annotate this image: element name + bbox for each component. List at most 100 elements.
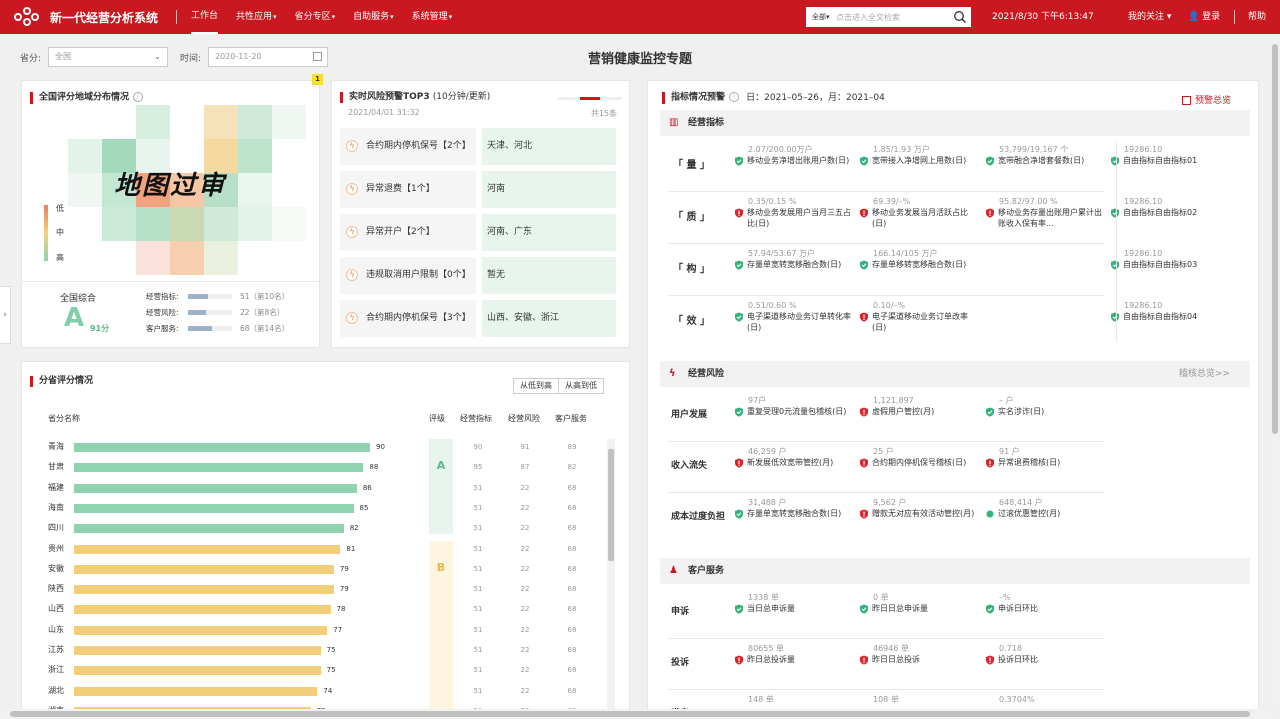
table-row[interactable]: 海南 85 51 22 68	[48, 501, 628, 515]
map-region-cell[interactable]	[170, 105, 204, 139]
page-vertical-scrollbar[interactable]	[1270, 34, 1280, 709]
risk-row[interactable]: ϟ 合约期内停机保号【2个】 天津、河北	[340, 128, 618, 165]
indicator-cell[interactable]: 1.85/1.93 万户 宽带接入净增网上用数(日)	[859, 144, 979, 166]
map-region-cell[interactable]	[136, 173, 170, 207]
map-region-cell[interactable]	[102, 173, 136, 207]
map-region-cell[interactable]	[272, 105, 306, 139]
province-select[interactable]: 全国 ⌄	[48, 47, 168, 67]
map-region-cell[interactable]	[170, 241, 204, 275]
indicator-cell[interactable]: 1,121,897 虚假用户管控(月)	[859, 395, 979, 417]
section-link[interactable]: 稽核总览>>	[1178, 369, 1230, 379]
table-row[interactable]: 安徽 79 51 22 68	[48, 562, 628, 576]
info-icon[interactable]: i	[133, 92, 144, 102]
map-region-cell[interactable]	[204, 139, 238, 173]
risk-row[interactable]: ϟ 异常退费【1个】 河南	[340, 171, 618, 208]
table-scrollbar[interactable]	[607, 439, 615, 719]
sort-desc-button[interactable]: 从高到低	[559, 378, 604, 394]
search-scope-select[interactable]: 全部▾	[812, 13, 830, 21]
nav-item-2[interactable]: 省分专区▾	[295, 0, 336, 34]
indicator-cell[interactable]: –% 申诉日环比	[985, 592, 1105, 614]
map-region-cell[interactable]	[136, 105, 170, 139]
indicator-cell[interactable]: 166.14/105 万户 存量单移转宽移融合数(日)	[859, 248, 979, 270]
map-region-cell[interactable]	[102, 139, 136, 173]
indicator-cell[interactable]: 2.07/200.00万户 移动业务净增出账用户数(日)	[734, 144, 854, 166]
indicator-cell[interactable]: 1338 单当日总申诉量	[734, 592, 854, 614]
indicator-cell[interactable]: 31,488 户存量单宽转宽移融合数(日)	[734, 497, 854, 519]
map-region-cell[interactable]	[204, 207, 238, 241]
unicom-logo-icon[interactable]	[14, 7, 40, 27]
search-box[interactable]: 全部▾ 点击进入全文检索	[806, 7, 971, 27]
indicator-cell[interactable]: 0 单昨日日总申诉量	[859, 592, 979, 614]
indicator-cell[interactable]: 69.39/–% 移动业务发展当月活跃占比(日)	[859, 196, 979, 229]
nav-item-3[interactable]: 自助服务▾	[353, 0, 394, 34]
sort-asc-button[interactable]: 从低到高	[513, 378, 559, 394]
nav-item-0[interactable]: 工作台	[191, 0, 219, 34]
indicator-cell[interactable]: 57.94/53.67 万户 存量单宽转宽移融合数(日)	[734, 248, 854, 270]
indicator-cell[interactable]: 0.3704%	[985, 694, 1105, 705]
nav-item-1[interactable]: 共性应用▾	[236, 0, 277, 34]
risk-row[interactable]: ϟ 违规取消用户限制【0个】 暂无	[340, 257, 618, 294]
risk-row[interactable]: ϟ 合约期内停机保号【3个】 山西、安徽、浙江	[340, 300, 618, 337]
map-region-cell[interactable]	[136, 241, 170, 275]
map-region-cell[interactable]	[204, 173, 238, 207]
map-region-cell[interactable]	[272, 139, 306, 173]
indicator-cell[interactable]: 91 户异常退费稽核(日)	[985, 446, 1105, 468]
indicator-cell[interactable]: 19286.10 自由指标自由指标04	[1110, 300, 1230, 322]
warning-overview-link[interactable]: 预警总览	[1182, 93, 1231, 106]
table-row[interactable]: 江苏 75 51 22 68	[48, 643, 628, 657]
indicator-cell[interactable]: 0.10/–% 电子渠道移动业务订单改率(日)	[859, 300, 979, 333]
table-row[interactable]: 甘肃 88 95 87 82	[48, 460, 628, 474]
page-horizontal-scrollbar[interactable]	[0, 709, 1270, 719]
map-region-cell[interactable]	[204, 241, 238, 275]
table-row[interactable]: 福建 86 51 22 68	[48, 481, 628, 495]
map-region-cell[interactable]	[272, 173, 306, 207]
map-region-cell[interactable]	[170, 139, 204, 173]
indicator-cell[interactable]: 648,414 户过滚优惠管控(月)	[985, 497, 1105, 519]
help-link[interactable]: 帮助	[1248, 12, 1267, 22]
table-row[interactable]: 湖北 74 51 22 68	[48, 684, 628, 698]
map-region-cell[interactable]	[238, 207, 272, 241]
login-link[interactable]: 👤 登录	[1188, 12, 1221, 22]
info-icon[interactable]: i	[729, 92, 740, 102]
indicator-cell[interactable]: 46946 单昨日日总投诉	[859, 643, 979, 665]
indicator-cell[interactable]: 108 单	[859, 694, 979, 705]
map-region-cell[interactable]	[238, 105, 272, 139]
indicator-cell[interactable]: 0.35/0.15 % 移动业务发展用户当月三五占比(日)	[734, 196, 854, 229]
indicator-cell[interactable]: 95.82/97.00 % 移动业务存量出账用户累计出账收入保有率...	[985, 196, 1105, 229]
map-region-cell[interactable]	[68, 173, 102, 207]
indicator-cell[interactable]: 9,562 户赠款无对应有效活动管控(月)	[859, 497, 979, 519]
indicator-cell[interactable]: 25 户合约期内停机保号稽核(日)	[859, 446, 979, 468]
map-region-cell[interactable]	[272, 207, 306, 241]
map-region-cell[interactable]	[238, 139, 272, 173]
indicator-cell[interactable]: 19286.10 自由指标自由指标03	[1110, 248, 1230, 270]
map-region-cell[interactable]	[136, 139, 170, 173]
map-heatmap[interactable]	[68, 105, 308, 275]
map-region-cell[interactable]	[102, 241, 136, 275]
indicator-cell[interactable]: 0.51/0.60 % 电子渠道移动业务订单转化率(日)	[734, 300, 854, 333]
table-row[interactable]: 青海 90 90 91 89	[48, 440, 628, 454]
nav-item-4[interactable]: 系统管理▾	[412, 0, 453, 34]
indicator-cell[interactable]: 53,799/19,167 个宽带融合净增套餐数(日)	[985, 144, 1105, 166]
table-row[interactable]: 浙江 75 51 22 68	[48, 663, 628, 677]
indicator-cell[interactable]: 46,259 户新发展低效宽带管控(月)	[734, 446, 854, 468]
map-region-cell[interactable]	[204, 105, 238, 139]
indicator-cell[interactable]: 19286.10 自由指标自由指标02	[1110, 196, 1230, 218]
indicator-cell[interactable]: 19286.10 自由指标自由指标01	[1110, 144, 1230, 166]
map-region-cell[interactable]	[170, 173, 204, 207]
map-region-cell[interactable]	[102, 105, 136, 139]
map-region-cell[interactable]	[68, 139, 102, 173]
date-picker[interactable]: 2020-11-20	[208, 47, 328, 67]
indicator-cell[interactable]: 80655 单昨日总投诉量	[734, 643, 854, 665]
risk-row[interactable]: ϟ 异常开户【2个】 河南、广东	[340, 214, 618, 251]
indicator-cell[interactable]: 148 单	[734, 694, 854, 705]
indicator-cell[interactable]: 0.718 投诉日环比	[985, 643, 1105, 665]
my-focus-menu[interactable]: 我的关注 ▾	[1128, 12, 1172, 22]
indicator-cell[interactable]: 97户 重复受理0元流量包稽核(日)	[734, 395, 854, 417]
table-row[interactable]: 四川 82 51 22 68	[48, 521, 628, 535]
map-region-cell[interactable]	[68, 207, 102, 241]
side-expand-handle[interactable]: ›	[0, 286, 11, 344]
map-region-cell[interactable]	[238, 241, 272, 275]
table-row[interactable]: 陕西 79 51 22 68	[48, 582, 628, 596]
indicator-cell[interactable]: – 户实名涉诈(日)	[985, 395, 1105, 417]
carousel-indicator[interactable]	[558, 97, 622, 100]
